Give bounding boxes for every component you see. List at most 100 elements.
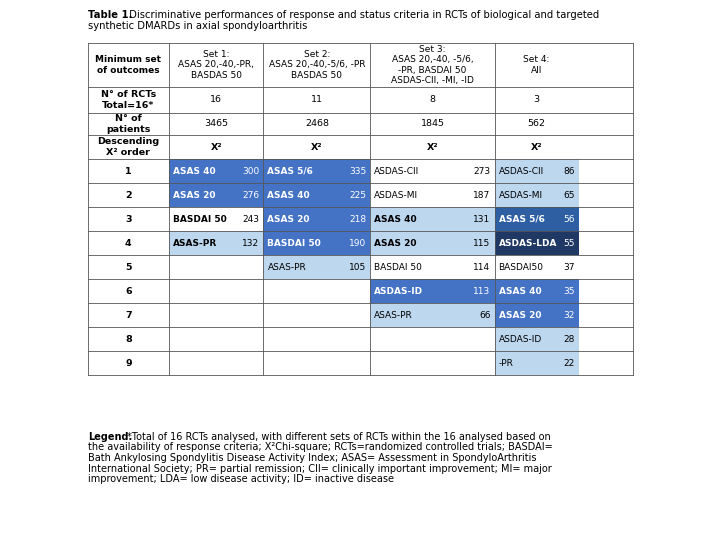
Text: 276: 276 [243,191,259,199]
Text: -PR: -PR [498,359,513,368]
Text: Set 2:
ASAS 20,-40,-5/6, -PR
BASDAS 50: Set 2: ASAS 20,-40,-5/6, -PR BASDAS 50 [269,50,365,80]
Text: X²: X² [531,143,542,152]
Bar [264,135,370,159]
Bar [264,43,370,87]
Text: 562: 562 [528,119,546,129]
Text: Bath Ankylosing Spondylitis Disease Activity Index; ASAS= Assessment in Spondylo: Bath Ankylosing Spondylitis Disease Acti… [88,453,536,463]
Bar [495,231,578,255]
Text: 273: 273 [474,166,490,176]
Text: 218: 218 [349,214,366,224]
Bar [168,279,264,303]
Text: 225: 225 [349,191,366,199]
Bar [264,207,370,231]
Bar [168,159,264,183]
Text: BASDAI 50: BASDAI 50 [268,239,321,247]
Text: 6: 6 [125,287,132,295]
Bar [88,303,168,327]
Bar [495,351,578,375]
Text: 32: 32 [563,310,575,320]
Bar [168,183,264,207]
Text: 66: 66 [479,310,490,320]
Text: Set 3:
ASAS 20,-40, -5/6,
-PR, BASDAI 50
ASDAS-CII, -MI, -ID: Set 3: ASAS 20,-40, -5/6, -PR, BASDAI 50… [391,45,474,85]
Text: 65: 65 [563,191,575,199]
Bar [370,303,495,327]
Text: 335: 335 [349,166,366,176]
Bar [495,159,578,183]
Text: synthetic DMARDs in axial spondyloarthritis: synthetic DMARDs in axial spondyloarthri… [88,21,307,31]
Bar [495,255,578,279]
Bar [264,279,370,303]
Bar [264,87,370,113]
Bar [88,183,168,207]
Text: ASDAS-MI: ASDAS-MI [374,191,418,199]
Text: 115: 115 [473,239,490,247]
Text: ASAS 20: ASAS 20 [498,310,541,320]
Bar [495,279,578,303]
Text: 187: 187 [473,191,490,199]
Text: X²: X² [210,143,222,152]
Bar [168,43,264,87]
Bar [370,159,495,183]
Text: 9: 9 [125,359,132,368]
Bar [495,327,578,351]
Text: 22: 22 [563,359,575,368]
Bar [264,303,370,327]
Bar [264,113,370,135]
Bar [88,279,168,303]
Text: 4: 4 [125,239,132,247]
Text: ASAS-PR: ASAS-PR [173,239,217,247]
Bar [168,303,264,327]
Bar [264,183,370,207]
Bar [88,351,168,375]
Text: ASAS 20: ASAS 20 [374,239,417,247]
Text: X²: X² [427,143,438,152]
Bar [88,159,168,183]
Bar [370,327,495,351]
Bar [495,207,578,231]
Text: ASAS 5/6: ASAS 5/6 [498,214,544,224]
Text: ASAS 40: ASAS 40 [268,191,310,199]
Text: 113: 113 [473,287,490,295]
Bar [168,327,264,351]
Text: 1: 1 [125,166,132,176]
Bar [264,327,370,351]
Text: Discriminative performances of response and status criteria in RCTs of biologica: Discriminative performances of response … [126,10,599,20]
Bar [264,231,370,255]
Text: 243: 243 [243,214,259,224]
Text: ASAS 40: ASAS 40 [173,166,215,176]
Text: 300: 300 [242,166,259,176]
Text: 56: 56 [563,214,575,224]
Bar [88,255,168,279]
Text: 86: 86 [563,166,575,176]
Text: ASDAS-CII: ASDAS-CII [374,166,420,176]
Text: 8: 8 [429,96,436,105]
Text: the availability of response criteria; X²Chi-square; RCTs=randomized controlled : the availability of response criteria; X… [88,442,553,453]
Text: ASAS 40: ASAS 40 [374,214,417,224]
Text: ASDAS-ID: ASDAS-ID [498,334,542,343]
Text: International Society; PR= partial remission; CII= clinically important improvem: International Society; PR= partial remis… [88,463,552,474]
Text: 37: 37 [563,262,575,272]
Text: 3: 3 [534,96,539,105]
Bar [370,135,495,159]
Text: N° of
patients: N° of patients [106,114,150,134]
Bar [370,113,495,135]
Bar [370,43,495,87]
Bar [495,303,578,327]
Text: 132: 132 [243,239,259,247]
Text: 2: 2 [125,191,132,199]
Bar [370,87,495,113]
Bar [88,135,168,159]
Text: *Total of 16 RCTs analysed, with different sets of RCTs within the 16 analysed b: *Total of 16 RCTs analysed, with differe… [124,432,551,442]
Text: ASAS 5/6: ASAS 5/6 [268,166,313,176]
Bar [168,207,264,231]
Bar [168,351,264,375]
Text: Set 4:
All: Set 4: All [523,55,550,75]
Text: 16: 16 [210,96,222,105]
Text: Descending
X² order: Descending X² order [97,137,159,157]
Text: BASDAI50: BASDAI50 [498,262,544,272]
Text: BASDAI 50: BASDAI 50 [374,262,422,272]
Text: ASDAS-MI: ASDAS-MI [498,191,543,199]
Text: ASAS-PR: ASAS-PR [374,310,413,320]
Text: ASAS 40: ASAS 40 [498,287,541,295]
Bar [168,231,264,255]
